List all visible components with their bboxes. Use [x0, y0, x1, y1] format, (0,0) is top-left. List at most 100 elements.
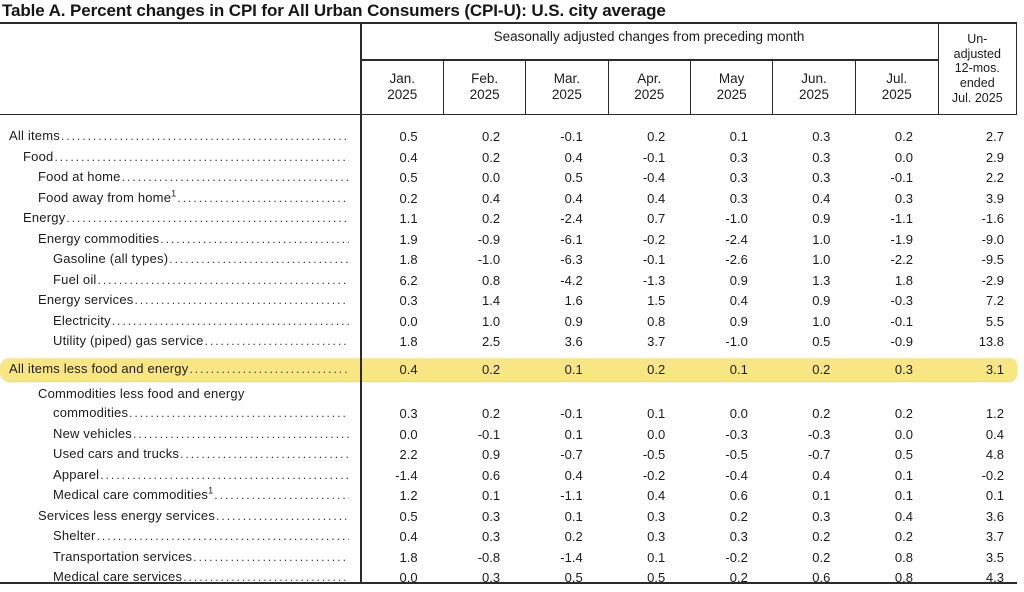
- table-row: Services less energy services ..........…: [0, 506, 1017, 527]
- row-label-cell: Shelter ................................…: [0, 526, 360, 547]
- value-cell: 1.4: [482, 293, 501, 309]
- value-cell: -0.3: [807, 426, 831, 442]
- row-label-text: New vehicles: [53, 425, 132, 441]
- value-cell: 0.2: [647, 129, 666, 144]
- value-cell: -1.0: [477, 252, 501, 268]
- dot-leader: ........................................…: [183, 570, 349, 585]
- value-cell: -0.3: [725, 426, 748, 442]
- column-header-unadjusted-12mo: Un- adjusted 12-mos. ended Jul. 2025: [938, 24, 1017, 114]
- row-label-line1: Fuel oil ...............................…: [53, 270, 351, 291]
- value-cell: 0.2: [812, 362, 831, 378]
- value-cell: 0.3: [482, 508, 501, 524]
- value-cell: -1.0: [725, 211, 748, 227]
- value-cell: 1.2: [399, 488, 418, 504]
- value-cell: -1.0: [725, 334, 748, 350]
- value-cell: 0.2: [399, 190, 418, 206]
- row-label-text: Medical care commodities1: [53, 485, 214, 503]
- value-cell: 0.2: [894, 529, 913, 545]
- row-label-cell: New vehicles ...........................…: [0, 424, 360, 445]
- value-cell: 0.3: [812, 508, 831, 524]
- value-cell: 2.7: [985, 129, 1004, 144]
- value-cell: 0.0: [647, 426, 666, 442]
- value-cell: -0.9: [477, 231, 501, 247]
- dot-leader: ........................................…: [189, 362, 349, 377]
- value-cell: 0.2: [564, 529, 583, 545]
- bottom-rule: [0, 582, 1017, 584]
- row-label-cell: Gasoline (all types) ...................…: [0, 249, 360, 270]
- value-cell: -0.1: [477, 426, 501, 442]
- row-label-cell: Energy .................................…: [0, 208, 360, 229]
- value-cell: 2.2: [985, 170, 1004, 186]
- value-cell: -0.9: [890, 334, 913, 350]
- value-cell: 0.5: [894, 447, 913, 463]
- row-label-line1: Commodities less food and energy: [38, 384, 351, 404]
- value-cell: 7.2: [985, 293, 1004, 309]
- value-cell: -9.0: [981, 231, 1004, 247]
- value-cell: -0.4: [725, 467, 748, 483]
- value-cell: 0.3: [399, 406, 418, 422]
- value-cell: -1.6: [981, 211, 1004, 227]
- value-cell: 0.3: [729, 170, 748, 186]
- row-label-cell: All items less food and energy .........…: [0, 359, 360, 380]
- value-cell: 1.3: [812, 272, 831, 288]
- value-cell: 0.4: [399, 529, 418, 545]
- dot-leader: ........................................…: [193, 549, 349, 564]
- table-row: Fuel oil ...............................…: [0, 270, 1017, 291]
- value-cell: 0.1: [564, 362, 583, 378]
- value-cell: 0.3: [894, 190, 913, 206]
- value-cell: 2.9: [985, 149, 1004, 165]
- row-label-text: Food away from home1: [38, 188, 177, 205]
- row-label-line1: Transportation services ................…: [53, 547, 351, 568]
- value-cell: 0.3: [647, 508, 666, 524]
- value-cell: 0.1: [894, 488, 913, 504]
- row-label-cell: Commodities less food and energy commodi…: [0, 384, 360, 424]
- table-row: Shelter ................................…: [0, 526, 1017, 547]
- value-cell: -0.2: [725, 549, 748, 565]
- value-cell: 0.2: [729, 570, 748, 586]
- value-cell: 0.5: [647, 570, 666, 586]
- row-label-cell: All items ..............................…: [0, 126, 360, 147]
- row-label-cell: Transportation services ................…: [0, 547, 360, 568]
- value-cell: 1.0: [812, 252, 831, 268]
- value-cell: 0.1: [482, 488, 501, 504]
- row-label-line1: Energy services ........................…: [38, 290, 351, 311]
- dot-leader: ........................................…: [177, 190, 349, 205]
- value-cell: 0.4: [647, 488, 666, 504]
- row-label-text: Fuel oil: [53, 271, 97, 287]
- value-cell: 0.3: [729, 529, 748, 545]
- row-label-line1: Services less energy services ..........…: [38, 506, 351, 527]
- row-label-line1: All items ..............................…: [9, 126, 351, 147]
- value-cell: 0.3: [399, 293, 418, 309]
- value-cell: 0.9: [729, 272, 748, 288]
- value-cell: 0.2: [812, 406, 831, 422]
- row-label-line2-text: commodities: [53, 405, 129, 421]
- value-cell: 0.2: [482, 211, 501, 227]
- value-cell: 0.4: [564, 467, 583, 483]
- value-cell: 0.4: [729, 293, 748, 309]
- value-cell: 1.8: [399, 549, 418, 565]
- value-cell: 0.1: [647, 549, 666, 565]
- row-label-line1: New vehicles ...........................…: [53, 424, 351, 445]
- row-label-text: Transportation services: [53, 548, 193, 564]
- value-cell: -0.5: [642, 447, 666, 463]
- row-label-cell: Food ...................................…: [0, 147, 360, 168]
- row-label-cell: Food away from home1 ...................…: [0, 188, 360, 209]
- value-cell: 0.8: [647, 313, 666, 329]
- value-cell: 0.9: [812, 211, 831, 227]
- value-cell: 1.6: [564, 293, 583, 309]
- table-row: Energy services ........................…: [0, 290, 1017, 311]
- stub-divider-line: [360, 22, 362, 583]
- value-cell: 0.1: [985, 488, 1004, 504]
- table-row: Apparel ................................…: [0, 465, 1017, 486]
- value-cell: -2.9: [981, 272, 1004, 288]
- value-cell: 4.8: [985, 447, 1004, 463]
- value-cell: 0.1: [894, 467, 913, 483]
- value-cell: 0.1: [564, 508, 583, 524]
- value-cell: 1.8: [399, 252, 418, 268]
- row-label-line1: Food ...................................…: [23, 147, 351, 168]
- value-cell: 0.0: [399, 570, 418, 586]
- row-label-cell: Medical care commodities1 ..............…: [0, 485, 360, 506]
- dot-leader: ........................................…: [204, 334, 349, 349]
- value-cell: 0.5: [812, 334, 831, 350]
- value-cell: -2.6: [725, 252, 748, 268]
